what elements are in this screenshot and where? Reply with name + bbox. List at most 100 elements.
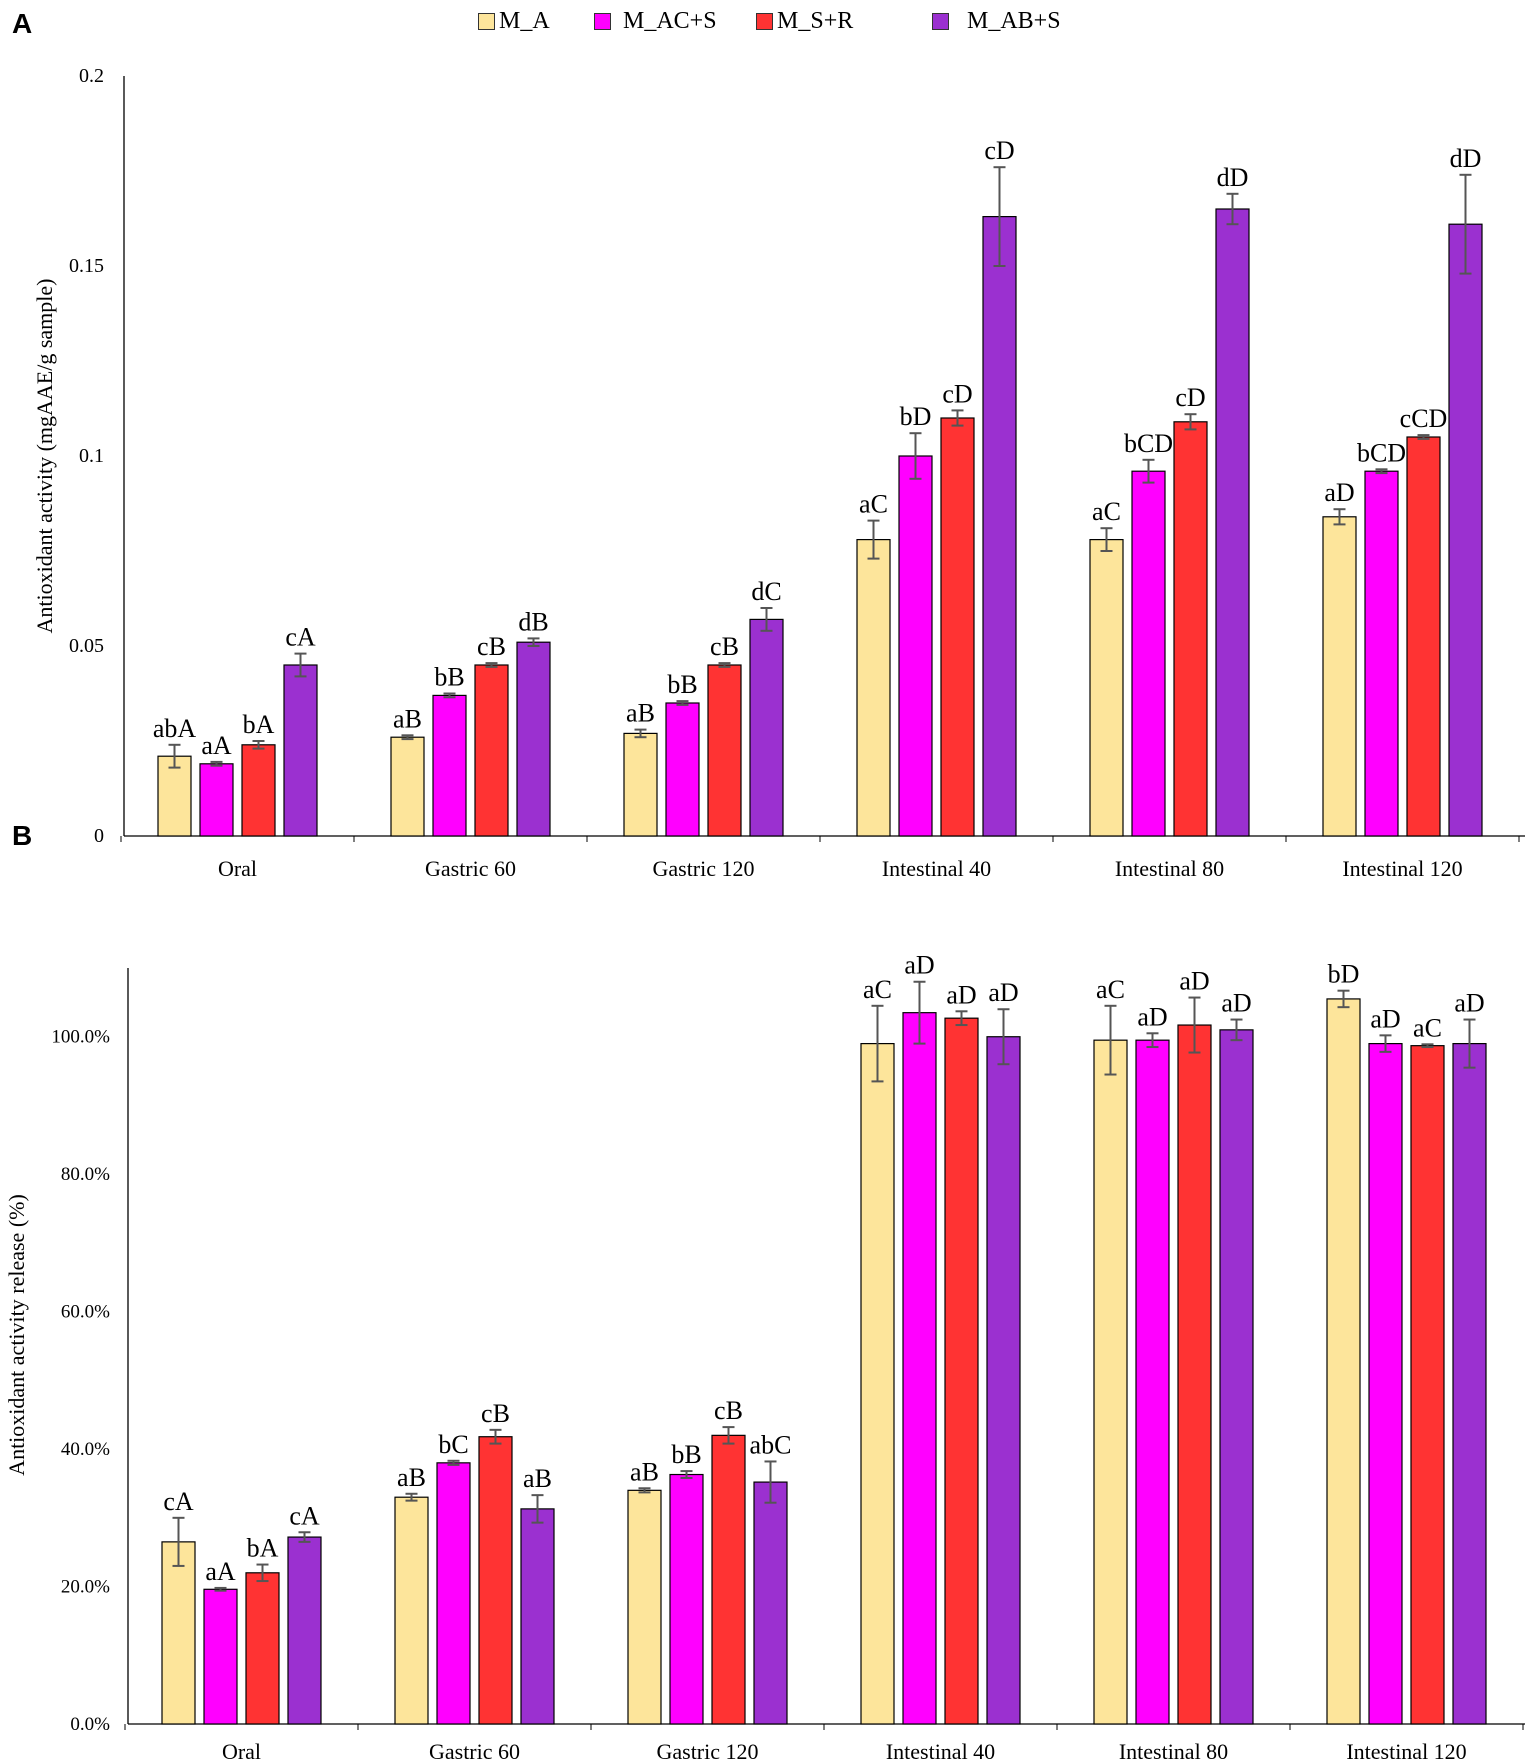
panel-a-bar xyxy=(1448,223,1483,837)
panel-a-y-tick-label: 0.1 xyxy=(79,445,104,467)
panel-a-data-label: aA xyxy=(201,731,232,760)
panel-b-bar xyxy=(860,1042,895,1725)
panel-a-data-label: cD xyxy=(1175,383,1205,412)
panel-b-data-label: bC xyxy=(438,1430,468,1459)
panel-b-data-label: cB xyxy=(714,1396,743,1425)
panel-a-bar xyxy=(1406,436,1441,837)
panel-b-y-tick-label: 20.0% xyxy=(61,1577,110,1598)
panel-b-data-label: aD xyxy=(1137,1002,1167,1031)
legend-swatch-m-a xyxy=(478,13,495,30)
panel-a-x-tick-label: Intestinal 120 xyxy=(1342,856,1462,881)
panel-b-bar xyxy=(1219,1029,1254,1725)
panel-b-x-tick-label: Gastric 120 xyxy=(656,1739,758,1763)
panel-a-data-label: cD xyxy=(942,379,972,408)
legend-item-m-ab-s: M_AB+S xyxy=(932,8,1061,35)
panel-a-data-label: bB xyxy=(667,670,697,699)
panel-b-data-label: abC xyxy=(750,1430,792,1459)
panel-a-x-tick-label: Intestinal 80 xyxy=(1115,856,1224,881)
panel-a-y-axis-label: Antioxidant activity (mgAAE/g sample) xyxy=(32,279,57,634)
panel-b-y-tick-label: 80.0% xyxy=(61,1164,110,1185)
panel-b-data-label: bD xyxy=(1328,960,1360,989)
panel-b-data-label: aD xyxy=(904,951,934,980)
panel-a-bar xyxy=(940,417,975,837)
panel-a-bar xyxy=(241,744,276,837)
panel-a-letter: A xyxy=(12,8,33,39)
legend-label-m-ab-s: M_AB+S xyxy=(967,8,1061,34)
panel-b-x-tick-label: Gastric 60 xyxy=(429,1739,520,1763)
panel-a-bar xyxy=(474,664,509,837)
legend-label-m-ac-s: M_AC+S xyxy=(623,8,717,34)
panel-a-bar xyxy=(390,736,425,837)
panel-a-data-label: bA xyxy=(243,710,275,739)
legend-swatch-m-ac-s xyxy=(594,13,611,30)
panel-b-data-label: aD xyxy=(1221,989,1251,1018)
panel-b-x-tick-label: Intestinal 120 xyxy=(1346,1739,1466,1763)
legend-swatch-m-ab-s xyxy=(932,13,949,30)
panel-b-bar xyxy=(478,1436,513,1725)
panel-b-data-label: aD xyxy=(1370,1004,1400,1033)
panel-b-x-tick-label: Oral xyxy=(222,1739,261,1763)
panel-a-data-label: bD xyxy=(900,402,932,431)
panel-a-y-tick-label: 0 xyxy=(94,825,104,847)
panel-b-bar xyxy=(1093,1039,1128,1725)
panel-a-bar xyxy=(1364,470,1399,837)
legend-label-m-s-r: M_S+R xyxy=(777,8,854,34)
panel-a-y-tick-label: 0.05 xyxy=(69,635,104,657)
panel-b-y-tick-label: 60.0% xyxy=(61,1302,110,1323)
panel-a-data-label: aD xyxy=(1324,478,1354,507)
panel-b-y-tick-label: 40.0% xyxy=(61,1439,110,1460)
panel-b-data-label: aB xyxy=(523,1464,552,1493)
panel-b-bar xyxy=(394,1496,429,1725)
panel-a-bar xyxy=(516,641,551,837)
panel-b-bar xyxy=(520,1508,555,1725)
panel-b-bar xyxy=(669,1473,704,1725)
panel-a-bar xyxy=(898,455,933,837)
panel-a-y-tick-label: 0.15 xyxy=(69,255,104,277)
panel-a-bar xyxy=(707,664,742,837)
panel-a-data-label: bCD xyxy=(1124,429,1173,458)
panel-b-data-label: aC xyxy=(863,975,892,1004)
panel-a-data-label: dD xyxy=(1450,144,1482,173)
panel-a-data-label: cD xyxy=(984,136,1014,165)
panel-a-bar xyxy=(982,216,1017,837)
panel-a-bar xyxy=(432,694,467,837)
panel-a-bar xyxy=(1173,421,1208,837)
legend-item-m-s-r: M_S+R xyxy=(756,8,853,35)
panel-b-y-tick-label: 100.0% xyxy=(51,1027,110,1048)
panel-b-bar xyxy=(753,1481,788,1725)
panel-a-data-label: abA xyxy=(153,714,197,743)
panel-b-data-label: bA xyxy=(247,1534,279,1563)
panel-b-bar xyxy=(711,1434,746,1725)
panel-b-bar xyxy=(287,1536,322,1725)
panel-a-bar xyxy=(1131,470,1166,837)
panel-b-y-axis-label: Antioxidant activity release (%) xyxy=(4,1194,29,1476)
panel-b-data-label: cA xyxy=(163,1487,194,1516)
legend-item-m-a: M_A xyxy=(478,8,550,35)
panel-a-data-label: bB xyxy=(434,663,464,692)
panel-a-data-label: aC xyxy=(859,490,888,519)
panel-b-data-label: cB xyxy=(481,1399,510,1428)
panel-a-data-label: aB xyxy=(626,699,655,728)
legend-item-m-ac-s: M_AC+S xyxy=(594,8,717,35)
panel-b-bar xyxy=(986,1036,1021,1725)
panel-b-x-tick-label: Intestinal 80 xyxy=(1119,1739,1228,1763)
panel-b-bar xyxy=(944,1017,979,1725)
panel-a-y-tick-label: 0.2 xyxy=(79,65,104,87)
panel-a-bar xyxy=(1322,516,1357,837)
panel-a-data-label: cB xyxy=(710,632,739,661)
panel-a-bar xyxy=(856,538,891,837)
panel-a-bar xyxy=(283,664,318,837)
panel-b-data-label: aC xyxy=(1096,975,1125,1004)
panel-b-data-label: aD xyxy=(988,978,1018,1007)
panel-b-bar xyxy=(436,1462,471,1725)
panel-b-bar xyxy=(1452,1042,1487,1725)
panel-a-x-tick-label: Gastric 60 xyxy=(425,856,516,881)
panel-a-data-label: dB xyxy=(518,607,548,636)
panel-b-data-label: aB xyxy=(397,1463,426,1492)
panel-b-data-label: aB xyxy=(630,1457,659,1486)
panel-a-data-label: cCD xyxy=(1400,404,1448,433)
panel-a-data-label: bCD xyxy=(1357,438,1406,467)
chart-legend: M_A M_AC+S M_S+R M_AB+S xyxy=(0,8,1535,38)
legend-label-m-a: M_A xyxy=(499,8,550,34)
